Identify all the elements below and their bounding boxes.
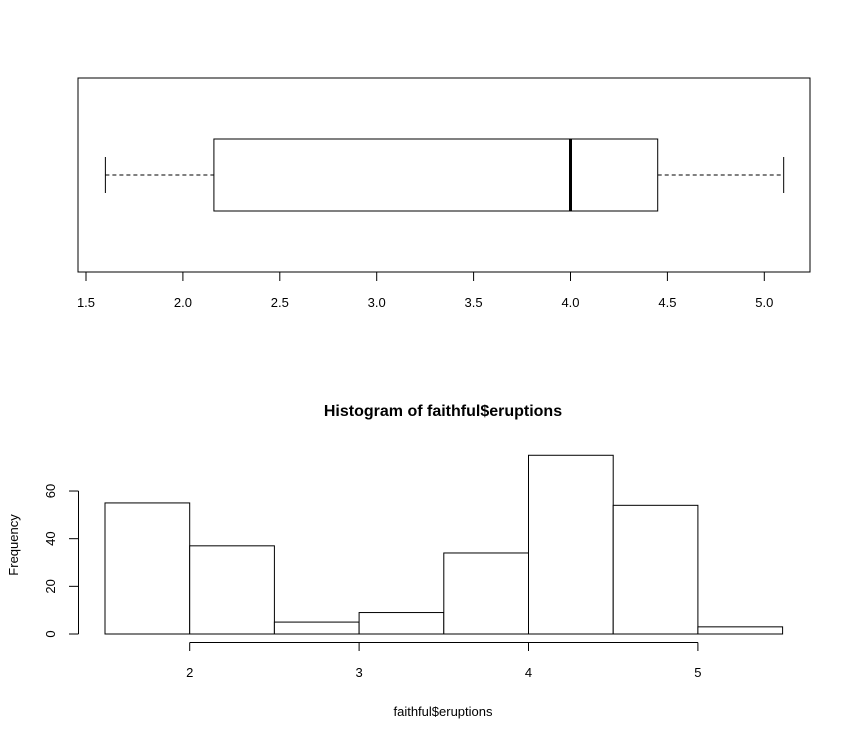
- box-iqr: [213, 138, 659, 212]
- x-tick-label: 2.5: [271, 295, 289, 310]
- boxplot-x-axis: 1.5 2.0 2.5 3.0 3.5 4.0 4.5 5.0: [77, 272, 773, 310]
- histogram-bar: [612, 504, 699, 635]
- x-tick-label: 1.5: [77, 295, 95, 310]
- histogram-bar: [273, 621, 360, 635]
- y-tick-label: 20: [43, 579, 58, 593]
- histogram-bar: [189, 545, 275, 635]
- histogram-y-axis: 0 20 40 60: [43, 484, 79, 638]
- histogram-bar: [443, 552, 529, 635]
- x-tick-label: 3.0: [368, 295, 386, 310]
- histogram-x-label: faithful$eruptions: [393, 704, 493, 719]
- x-tick-label: 4.5: [658, 295, 676, 310]
- histogram-panel: Histogram of faithful$eruptions 2 3 4 5 0 20…: [6, 403, 784, 719]
- histogram-y-label: Frequency: [6, 514, 21, 576]
- histogram-bar: [697, 626, 784, 635]
- y-tick-label: 40: [43, 531, 58, 545]
- histogram-bar: [528, 454, 614, 635]
- x-tick-label: 4: [525, 665, 532, 680]
- histogram-x-axis: 2 3 4 5: [186, 642, 702, 680]
- boxplot-frame: [77, 77, 811, 273]
- histogram-title: Histogram of faithful$eruptions: [324, 403, 562, 420]
- x-tick-label: 3: [355, 665, 362, 680]
- histogram-bar: [104, 502, 191, 635]
- x-tick-label: 3.5: [465, 295, 483, 310]
- histogram-bar: [358, 612, 445, 635]
- y-tick-label: 60: [43, 484, 58, 498]
- boxplot-shapes: [104, 138, 785, 212]
- x-tick-label: 2: [186, 665, 193, 680]
- x-tick-label: 5: [694, 665, 701, 680]
- boxplot-panel: 1.5 2.0 2.5 3.0 3.5 4.0 4.5 5.0: [77, 77, 811, 310]
- x-tick-label: 4.0: [561, 295, 579, 310]
- x-tick-label: 5.0: [755, 295, 773, 310]
- x-tick-label: 2.0: [174, 295, 192, 310]
- y-tick-label: 0: [43, 630, 58, 637]
- histogram-bars: [104, 454, 784, 635]
